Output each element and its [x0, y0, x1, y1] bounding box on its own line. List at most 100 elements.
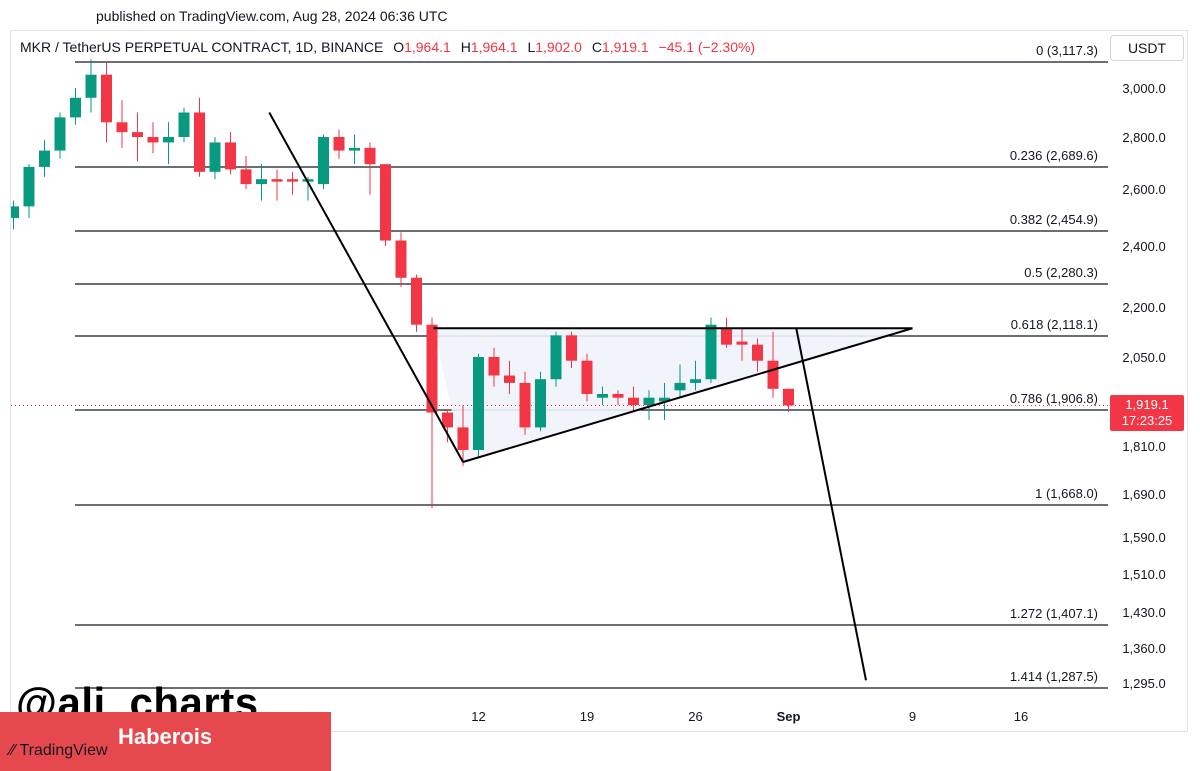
candle-body-0 — [11, 206, 19, 218]
y-tick-1: 2,800.0 — [1122, 130, 1165, 145]
x-tick-1: 12 — [471, 709, 485, 724]
candle-body-9 — [147, 137, 159, 143]
candle-body-45 — [705, 324, 717, 380]
y-tick-5: 2,050.0 — [1122, 350, 1165, 365]
high-label: H — [460, 39, 471, 55]
candle-body-27 — [426, 324, 438, 413]
candle-body-22 — [349, 147, 360, 151]
candle-body-7 — [116, 122, 128, 133]
y-tick-0: 3,000.0 — [1122, 81, 1165, 96]
open-label: O — [393, 39, 405, 55]
candle-body-42 — [659, 397, 670, 402]
candle-body-25 — [395, 240, 407, 278]
candle-body-41 — [643, 397, 655, 406]
candle-body-31 — [488, 357, 500, 376]
fib-label-1: 0.236 (2,689.6) — [1010, 148, 1098, 163]
candle-body-23 — [364, 147, 376, 165]
candle-body-26 — [411, 277, 422, 325]
candle-body-20 — [318, 137, 329, 185]
triangle-fill — [433, 328, 913, 462]
close-value: 1,919.1 — [601, 39, 649, 55]
candle-body-44 — [690, 379, 701, 383]
last-price-value: 1,919.1 — [1125, 397, 1169, 412]
candle-body-14 — [225, 142, 236, 170]
candle-body-2 — [39, 150, 50, 167]
candle-body-29 — [457, 427, 469, 450]
x-tick-5: 9 — [909, 709, 916, 724]
candle-body-8 — [132, 132, 143, 137]
y-tick-8: 1,590.0 — [1122, 530, 1165, 545]
published-note: published on TradingView.com, Aug 28, 20… — [96, 8, 448, 24]
candle-body-16 — [256, 179, 267, 185]
y-tick-3: 2,400.0 — [1122, 239, 1165, 254]
y-tick-7: 1,690.0 — [1122, 487, 1165, 502]
candle-body-18 — [287, 179, 298, 182]
x-tick-6: 16 — [1014, 709, 1028, 724]
candle-body-36 — [566, 335, 577, 361]
candle-body-33 — [519, 382, 531, 428]
candle-body-12 — [194, 112, 205, 172]
chart-frame — [10, 30, 1188, 732]
candle-body-24 — [380, 164, 391, 241]
fib-label-0: 0 (3,117.3) — [1036, 43, 1098, 58]
candle-body-46 — [721, 328, 732, 345]
fib-label-4: 0.618 (2,118.1) — [1011, 317, 1098, 332]
candle-body-13 — [209, 142, 221, 172]
fib-label-2: 0.382 (2,454.9) — [1010, 212, 1098, 227]
footer-banner — [0, 712, 331, 771]
y-tick-12: 1,295.0 — [1122, 676, 1165, 691]
fib-label-7: 1.272 (1,407.1) — [1010, 606, 1098, 621]
y-tick-2: 2,600.0 — [1122, 182, 1165, 197]
symbol-header: MKR / TetherUS PERPETUAL CONTRACT, 1D, B… — [20, 39, 755, 55]
tradingview-logo: ⁄⁄ TradingView — [10, 742, 108, 760]
y-tick-11: 1,360.0 — [1122, 641, 1165, 656]
candle-body-21 — [333, 137, 345, 151]
pattern-line-0 — [268, 112, 464, 463]
candle-body-4 — [70, 97, 81, 118]
open-value: 1,964.1 — [404, 39, 451, 55]
last-price-tag: 1,919.1 17:23:25 — [1110, 395, 1184, 431]
symbol-title: MKR / TetherUS PERPETUAL CONTRACT, 1D, B… — [20, 39, 384, 55]
candle-body-49 — [767, 360, 779, 389]
candle-body-38 — [597, 394, 608, 398]
candle-body-35 — [550, 335, 562, 380]
banner-text: Haberois — [118, 724, 213, 749]
candle-body-11 — [178, 112, 190, 137]
candle-body-30 — [473, 357, 484, 450]
candle-body-43 — [674, 382, 686, 391]
bar-countdown: 17:23:25 — [1121, 413, 1173, 428]
x-tick-3: 26 — [688, 709, 702, 724]
x-tick-4: Sep — [777, 709, 801, 724]
change-value: −45.1 (−2.30%) — [658, 39, 756, 55]
x-tick-2: 19 — [580, 709, 594, 724]
y-tick-9: 1,510.0 — [1122, 567, 1165, 582]
fib-label-8: 1.414 (1,287.5) — [1010, 669, 1098, 684]
candles-group — [11, 59, 794, 509]
currency-button[interactable]: USDT — [1110, 35, 1184, 61]
candle-body-17 — [271, 179, 283, 182]
candle-body-37 — [581, 360, 593, 395]
close-label: C — [591, 39, 602, 55]
fib-label-3: 0.5 (2,280.3) — [1024, 265, 1098, 280]
fib-label-6: 1 (1,668.0) — [1035, 486, 1098, 501]
low-value: 1,902.0 — [535, 39, 582, 55]
y-tick-6: 1,810.0 — [1122, 439, 1165, 454]
candle-body-3 — [54, 117, 66, 151]
candle-body-34 — [535, 379, 546, 428]
candle-body-39 — [612, 394, 624, 398]
candle-body-47 — [736, 341, 748, 345]
candle-body-48 — [752, 344, 763, 361]
tradingview-logo-text: TradingView — [19, 742, 108, 759]
y-tick-4: 2,200.0 — [1122, 300, 1165, 315]
candle-body-40 — [628, 397, 639, 406]
candle-body-50 — [783, 388, 794, 406]
candle-body-6 — [101, 74, 112, 123]
candle-body-10 — [163, 137, 174, 143]
candle-body-1 — [23, 166, 35, 207]
fib-label-5: 0.786 (1,906.8) — [1010, 391, 1098, 406]
candle-body-28 — [442, 412, 453, 428]
candle-body-15 — [240, 169, 252, 185]
low-label: L — [527, 39, 536, 55]
candle-body-5 — [85, 74, 97, 98]
